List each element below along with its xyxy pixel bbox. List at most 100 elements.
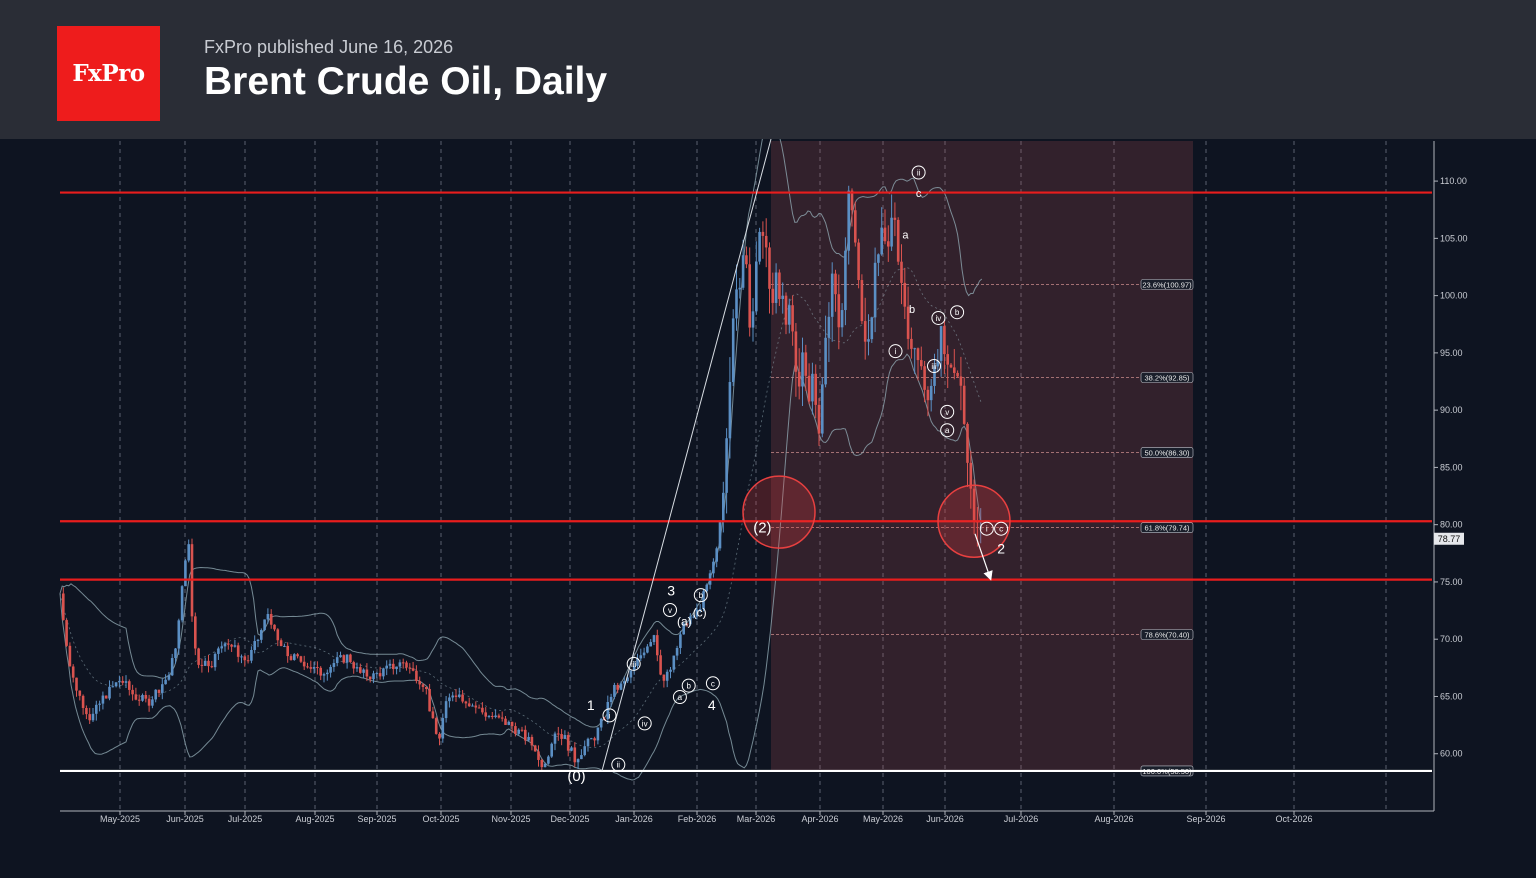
candle bbox=[355, 667, 359, 669]
fib-label: 38.2%(92.85) bbox=[1144, 374, 1190, 383]
candle bbox=[893, 217, 897, 220]
candle bbox=[425, 686, 428, 689]
candle bbox=[712, 561, 715, 574]
candle bbox=[434, 718, 438, 734]
x-tick-label: Apr-2026 bbox=[801, 814, 838, 824]
candle bbox=[194, 616, 197, 649]
annotations: (0)1iiiiiiiva3vb(a)b(c)c4(2)iicabiivbiii… bbox=[567, 139, 1011, 785]
candle bbox=[705, 584, 709, 592]
candle bbox=[679, 634, 682, 648]
candle bbox=[131, 689, 134, 695]
price-chart[interactable]: 23.6%(100.97) 38.2%(92.85) 50.0%(86.30) 61.… bbox=[0, 139, 1536, 878]
x-tick-label: Oct-2026 bbox=[1275, 814, 1312, 824]
candle bbox=[933, 366, 936, 386]
candle bbox=[273, 624, 276, 630]
wave-label: c bbox=[916, 188, 922, 200]
candle bbox=[722, 492, 725, 522]
candle bbox=[768, 247, 771, 289]
candle bbox=[916, 348, 920, 361]
published-date: FxPro published June 16, 2026 bbox=[204, 37, 454, 57]
candle bbox=[207, 660, 210, 667]
candle bbox=[362, 669, 365, 673]
candle bbox=[646, 646, 649, 653]
wave-label: iv bbox=[936, 314, 942, 323]
candle bbox=[151, 699, 154, 706]
candle bbox=[929, 385, 933, 401]
candle bbox=[312, 666, 316, 669]
candle bbox=[745, 255, 748, 265]
candle bbox=[969, 462, 973, 489]
wave-label: b bbox=[955, 308, 960, 317]
wave-label: 3 bbox=[667, 583, 675, 599]
wave-label-circle bbox=[979, 521, 994, 536]
candle bbox=[883, 227, 887, 242]
candle bbox=[283, 645, 286, 647]
candle bbox=[560, 734, 563, 739]
candle bbox=[817, 404, 821, 434]
lower-band bbox=[59, 353, 983, 781]
horizontal-levels bbox=[60, 191, 1432, 773]
candle bbox=[157, 689, 161, 693]
candle bbox=[844, 250, 847, 311]
x-tick-label: Feb-2026 bbox=[678, 814, 717, 824]
candle bbox=[956, 372, 959, 377]
candle bbox=[398, 662, 402, 667]
candle bbox=[936, 360, 940, 367]
candle bbox=[144, 694, 148, 699]
x-tick-label: Aug-2025 bbox=[295, 814, 334, 824]
candle bbox=[675, 647, 679, 656]
candle bbox=[966, 423, 969, 463]
candle bbox=[451, 695, 454, 698]
candle bbox=[619, 683, 623, 690]
candle bbox=[580, 755, 583, 760]
wave-label-circle bbox=[681, 678, 696, 693]
candle bbox=[590, 738, 593, 740]
candle bbox=[339, 655, 342, 658]
y-tick-label: 90.00 bbox=[1440, 405, 1463, 415]
fib-label: 78.6%(70.40) bbox=[1144, 631, 1190, 640]
candle bbox=[672, 655, 676, 670]
candle bbox=[65, 620, 68, 646]
candle bbox=[837, 294, 841, 328]
candle bbox=[227, 643, 230, 645]
y-tick-label: 70.00 bbox=[1440, 634, 1463, 644]
candle bbox=[804, 352, 808, 376]
axes: 60.00 65.00 70.00 75.00 80.00 85.00 90.00 95.00… bbox=[60, 141, 1468, 824]
candle bbox=[203, 660, 207, 666]
candle bbox=[824, 337, 827, 385]
candle bbox=[121, 680, 124, 683]
candle bbox=[128, 681, 131, 690]
candle bbox=[293, 654, 296, 660]
candle bbox=[758, 231, 761, 262]
wave-label: iii bbox=[631, 660, 637, 669]
projection-arrow bbox=[974, 533, 993, 581]
candle bbox=[118, 680, 121, 683]
candle bbox=[316, 666, 319, 668]
candle bbox=[230, 644, 233, 647]
candle bbox=[636, 658, 639, 666]
candle bbox=[438, 733, 441, 739]
candle bbox=[616, 684, 619, 690]
candle bbox=[85, 707, 88, 715]
wave-label-circle bbox=[663, 603, 677, 618]
x-tick-label: Sep-2026 bbox=[1186, 814, 1225, 824]
candle bbox=[731, 318, 735, 382]
candle bbox=[487, 715, 491, 717]
wave-label: b bbox=[699, 591, 704, 600]
candle bbox=[418, 681, 421, 685]
candle bbox=[949, 364, 953, 368]
candle bbox=[632, 665, 636, 671]
target-circle bbox=[937, 484, 1011, 558]
candle bbox=[154, 689, 157, 700]
wave-label-circle bbox=[911, 165, 926, 180]
candle bbox=[167, 675, 171, 680]
candle bbox=[764, 235, 768, 248]
candle bbox=[738, 287, 742, 290]
candle bbox=[685, 623, 689, 625]
candle bbox=[527, 736, 530, 741]
x-tick-label: Aug-2026 bbox=[1094, 814, 1133, 824]
candle bbox=[444, 701, 448, 719]
candle bbox=[428, 688, 431, 712]
candle bbox=[382, 668, 385, 677]
wave-label: a bbox=[678, 693, 683, 702]
